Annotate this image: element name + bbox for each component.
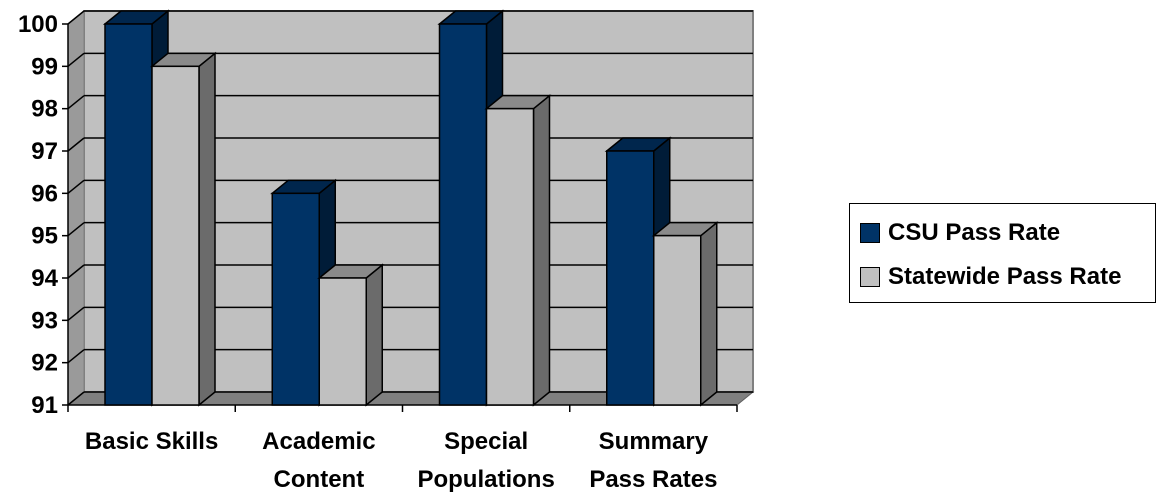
gridline-side	[67, 264, 85, 279]
bar-csu-0	[104, 23, 153, 406]
legend-label-statewide: Statewide Pass Rate	[888, 263, 1122, 290]
y-tick-label: 97	[31, 138, 58, 165]
bars	[102, 9, 719, 407]
bar-statewide-2	[485, 107, 535, 406]
gridline-side	[67, 137, 85, 152]
x-category-label: Summary	[599, 428, 709, 455]
y-tick-label: 91	[31, 392, 58, 419]
bar-side-1-0	[198, 51, 216, 407]
bar-statewide-3	[653, 234, 702, 406]
gridline-side	[67, 95, 85, 110]
bar-statewide-0	[151, 65, 200, 406]
legend-swatch-statewide	[860, 267, 880, 287]
legend-swatch-csu	[860, 223, 880, 243]
bar-csu-1	[271, 192, 320, 406]
bar-side-1-2	[532, 94, 551, 407]
y-tick-label: 99	[31, 53, 58, 80]
chart-side-wall	[67, 9, 85, 407]
y-tick-label: 95	[31, 223, 58, 250]
bar-side-1-3	[700, 221, 718, 407]
y-tick-label: 98	[31, 96, 58, 123]
bar-side-1-1	[365, 263, 383, 407]
legend-item-statewide: Statewide Pass Rate	[860, 262, 1121, 292]
legend: CSU Pass Rate Statewide Pass Rate	[849, 203, 1156, 303]
y-axis-tick-labels: 91 92 93 94 95 96 97 98 99 100	[18, 11, 59, 419]
x-category-label: Academic	[262, 428, 375, 455]
bar-statewide-1	[318, 277, 367, 406]
y-tick-label: 100	[18, 11, 58, 38]
y-tick-label: 94	[31, 265, 58, 292]
gridline-side	[67, 306, 85, 321]
x-category-label: Special	[444, 428, 528, 455]
x-category-label: Content	[274, 466, 365, 493]
gridline-side	[67, 179, 85, 194]
x-category-label: Populations	[417, 466, 554, 493]
gridline-side	[67, 391, 85, 406]
y-tick-label: 96	[31, 180, 58, 207]
gridline-side	[67, 52, 85, 67]
bar-csu-2	[438, 23, 488, 406]
x-category-label: Pass Rates	[589, 466, 717, 493]
gridline-side	[67, 222, 85, 237]
y-tick-label: 92	[31, 350, 58, 377]
bar-csu-3	[606, 150, 655, 406]
gridline-side	[67, 10, 85, 25]
legend-item-csu: CSU Pass Rate	[860, 218, 1060, 248]
legend-label-csu: CSU Pass Rate	[888, 219, 1061, 246]
x-axis-category-labels: Basic Skills Academic Content Special Popula…	[85, 428, 718, 493]
y-tick-label: 93	[31, 307, 58, 334]
gridline-side	[67, 349, 85, 364]
x-category-label: Basic Skills	[85, 428, 218, 455]
